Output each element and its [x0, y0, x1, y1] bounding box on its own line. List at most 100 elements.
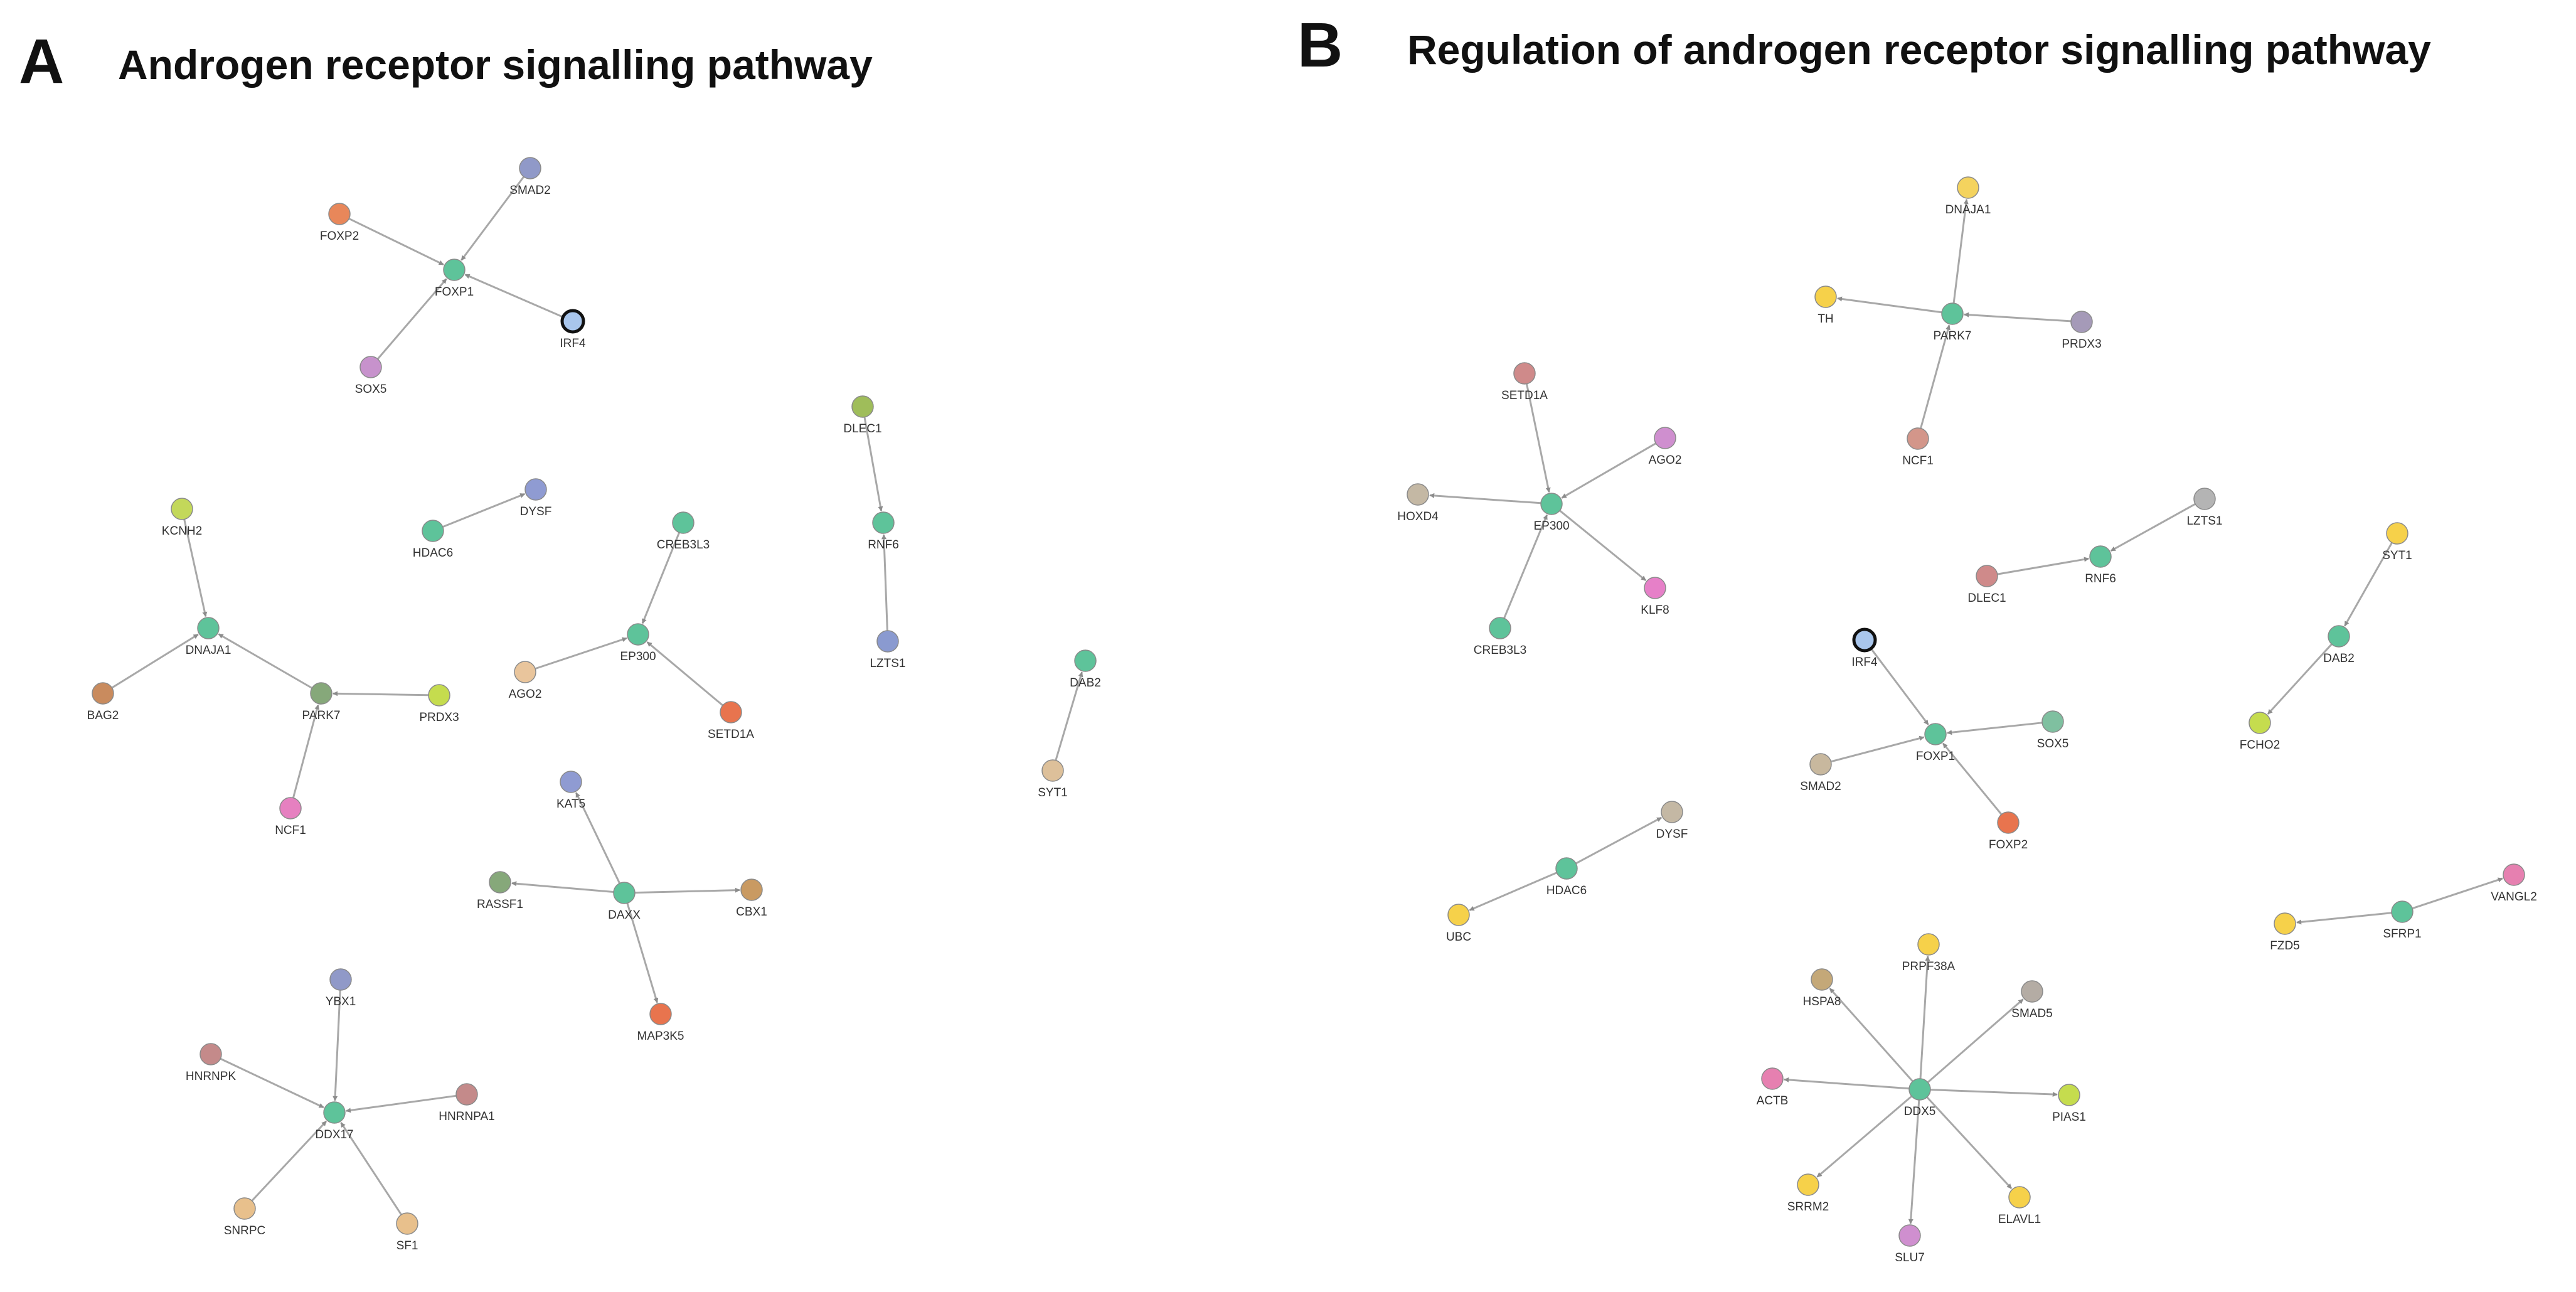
edge-b-park7-to-dnaja1 — [1952, 199, 1969, 304]
node-a-sox5 — [359, 356, 382, 378]
edge-a-setd1a-to-ep300 — [646, 641, 723, 707]
node-label-a-ybx1: YBX1 — [326, 995, 356, 1008]
node-a-bag2 — [92, 682, 114, 705]
edge-a-daxx-to-rassf1 — [511, 881, 614, 894]
edge-b-dab2-to-fcho2 — [2267, 643, 2333, 715]
node-a-sf1 — [396, 1212, 418, 1235]
edge-b-hdac6-to-ubc — [1469, 872, 1557, 911]
node-label-b-sox5: SOX5 — [2037, 737, 2069, 750]
node-b-dlec1 — [1976, 565, 1998, 587]
node-label-b-foxp2: FOXP2 — [1989, 838, 2028, 852]
node-a-prdx3 — [428, 684, 450, 707]
node-label-a-daxx: DAXX — [608, 909, 641, 922]
node-label-a-rnf6: RNF6 — [868, 538, 899, 552]
node-label-b-hoxd4: HOXD4 — [1397, 510, 1439, 523]
node-label-a-sox5: SOX5 — [355, 383, 387, 396]
edge-b-ddx5-to-slu7 — [1908, 1099, 1920, 1224]
node-label-b-ddx5: DDX5 — [1904, 1105, 1936, 1118]
node-label-a-syt1: SYT1 — [1038, 786, 1068, 799]
node-b-pias1 — [2058, 1084, 2080, 1106]
edge-a-foxp2-to-foxp1 — [348, 218, 444, 266]
node-b-ubc — [1447, 904, 1470, 926]
edge-a-hdac6-to-dysf — [442, 493, 526, 528]
node-b-foxp2 — [1997, 811, 2020, 834]
edge-b-setd1a-to-ep300 — [1525, 383, 1551, 493]
edge-a-prdx3-to-park7 — [333, 691, 429, 697]
edge-a-creb3l3-to-ep300 — [641, 532, 681, 624]
node-label-a-ep300: EP300 — [620, 650, 656, 663]
node-label-b-fcho2: FCHO2 — [2240, 739, 2280, 752]
node-label-a-map3k5: MAP3K5 — [637, 1030, 684, 1043]
edge-a-dlec1-to-rnf6 — [863, 417, 883, 512]
node-b-foxp1 — [1924, 723, 1947, 745]
node-a-rassf1 — [489, 871, 511, 894]
node-b-prpf38a — [1917, 933, 1940, 956]
node-b-dab2 — [2328, 625, 2350, 648]
edge-a-sox5-to-foxp1 — [376, 278, 447, 360]
node-b-park7 — [1941, 302, 1964, 325]
panel-b-network: DNAJA1 TH PARK7 PRDX3 NCF1 SETD1A AGO2 HOXD4 EP3… — [1397, 176, 2537, 1264]
edge-a-daxx-to-cbx1 — [634, 887, 740, 894]
node-a-rnf6 — [872, 511, 895, 534]
node-b-setd1a — [1513, 362, 1536, 385]
node-b-creb3l3 — [1489, 617, 1511, 639]
edge-a-bag2-to-dnaja1 — [111, 633, 199, 689]
node-label-b-creb3l3: CREB3L3 — [1474, 644, 1527, 657]
node-label-a-snrpc: SNRPC — [224, 1224, 266, 1237]
node-label-b-foxp1: FOXP1 — [1916, 750, 1955, 763]
node-b-ddx5 — [1908, 1078, 1931, 1101]
node-label-a-dnaja1: DNAJA1 — [186, 644, 232, 657]
node-a-snrpc — [233, 1197, 256, 1220]
node-b-syt1 — [2386, 522, 2408, 545]
node-a-ddx17 — [323, 1101, 346, 1124]
edge-a-smad2-to-foxp1 — [460, 176, 525, 261]
node-b-hdac6 — [1555, 857, 1578, 880]
node-a-ncf1 — [279, 797, 302, 820]
node-label-b-fzd5: FZD5 — [2270, 939, 2300, 953]
node-b-prdx3 — [2070, 311, 2093, 333]
node-b-smad5 — [2021, 980, 2043, 1003]
node-label-b-syt1: SYT1 — [2382, 549, 2412, 562]
node-label-b-ago2: AGO2 — [1649, 454, 1682, 467]
node-a-setd1a — [720, 701, 742, 723]
edge-a-ncf1-to-park7 — [292, 704, 320, 798]
node-label-a-cbx1: CBX1 — [736, 905, 767, 919]
node-a-hnrnpk — [200, 1043, 222, 1065]
node-label-a-kat5: KAT5 — [556, 798, 585, 811]
node-a-dab2 — [1074, 649, 1097, 672]
node-label-a-dysf: DYSF — [520, 505, 552, 518]
node-b-hoxd4 — [1407, 483, 1429, 506]
node-label-a-dab2: DAB2 — [1070, 676, 1101, 690]
panel-a-letter: A — [19, 26, 65, 97]
node-b-elavl1 — [2008, 1186, 2031, 1209]
edge-b-ddx5-to-srrm2 — [1816, 1095, 1913, 1178]
node-label-b-ep300: EP300 — [1533, 520, 1569, 533]
node-label-b-hspa8: HSPA8 — [1803, 995, 1841, 1008]
edge-a-hnrnpk-to-ddx17 — [220, 1057, 324, 1109]
node-b-actb — [1761, 1067, 1784, 1090]
node-label-b-pias1: PIAS1 — [2052, 1111, 2086, 1124]
node-b-irf4 — [1852, 627, 1877, 653]
edge-b-ddx5-to-pias1 — [1930, 1089, 2058, 1097]
edge-b-ep300-to-klf8 — [1559, 510, 1647, 582]
edge-b-ddx5-to-prpf38a — [1919, 956, 1930, 1079]
edge-a-hnrnpa1-to-ddx17 — [346, 1094, 457, 1113]
node-label-b-smad5: SMAD5 — [2011, 1007, 2052, 1020]
node-label-a-prdx3: PRDX3 — [419, 711, 459, 724]
edge-a-daxx-to-map3k5 — [626, 902, 659, 1003]
node-a-map3k5 — [649, 1003, 672, 1025]
node-label-a-kcnh2: KCNH2 — [162, 525, 202, 538]
node-a-cbx1 — [740, 878, 763, 901]
node-label-b-prdx3: PRDX3 — [2062, 338, 2101, 351]
node-b-srrm2 — [1797, 1173, 1819, 1196]
edge-a-syt1-to-dab2 — [1055, 671, 1083, 761]
node-label-a-creb3l3: CREB3L3 — [657, 538, 710, 552]
panel-b-title: Regulation of androgen receptor signalli… — [1407, 26, 2431, 73]
node-b-dnaja1 — [1957, 176, 1979, 199]
node-a-kat5 — [560, 771, 582, 793]
edge-b-ddx5-to-smad5 — [1927, 998, 2024, 1083]
node-label-a-foxp1: FOXP1 — [435, 286, 474, 299]
node-a-kcnh2 — [171, 498, 193, 520]
node-label-a-bag2: BAG2 — [87, 709, 119, 722]
